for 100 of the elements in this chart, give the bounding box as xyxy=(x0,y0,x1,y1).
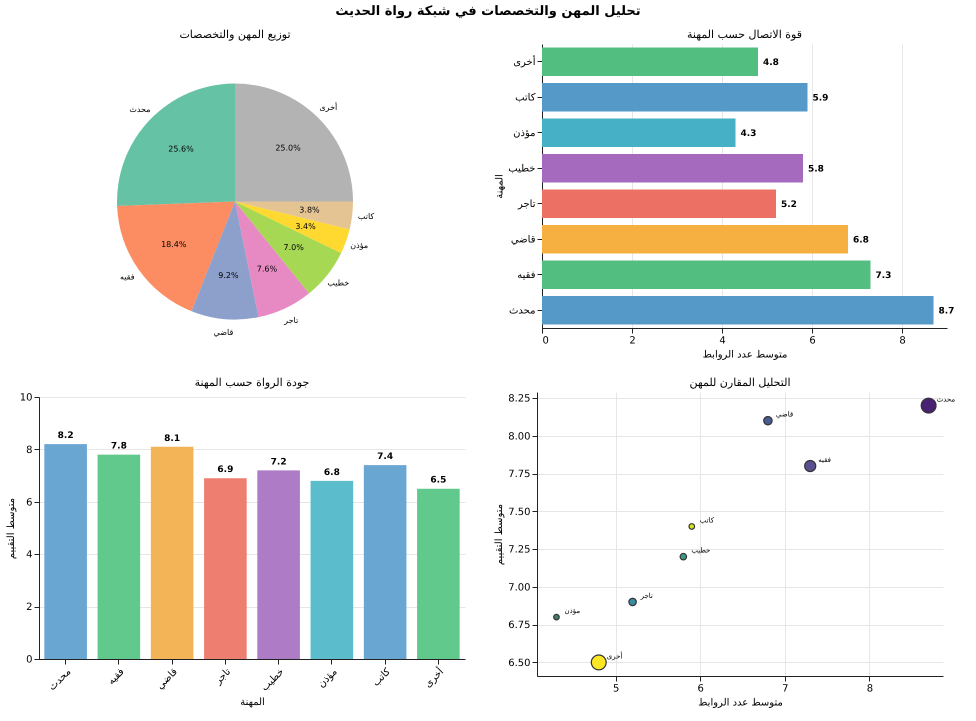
bar xyxy=(542,154,803,182)
y-tick-label: 7.75 xyxy=(508,469,530,480)
x-tick-label: 7 xyxy=(782,684,789,694)
data-label: 7.2 xyxy=(270,457,287,468)
x-tick-label: خطيب xyxy=(259,666,286,694)
x-axis-title: متوسط عدد الروابط xyxy=(698,698,783,708)
data-label: 6.8 xyxy=(853,235,869,246)
pie-slice xyxy=(235,202,353,230)
pie-slice xyxy=(192,202,259,320)
y-tick-label: 4 xyxy=(26,550,32,561)
x-tick-label: 4 xyxy=(719,336,726,346)
chart-title: توزيع المهن والتخصصات xyxy=(179,28,291,41)
y-tick-label: قاضي xyxy=(510,234,536,246)
y-tick-label: 8.25 xyxy=(508,394,530,405)
data-label: 18.4% xyxy=(161,240,187,249)
data-label: 8.1 xyxy=(164,434,180,444)
x-axis-title: المهنة xyxy=(240,696,265,708)
chart-title: قوة الاتصال حسب المهنة xyxy=(687,28,802,41)
bar xyxy=(542,118,736,147)
x-tick-label: 2 xyxy=(629,336,636,346)
y-tick-label: كاتب xyxy=(515,92,536,104)
x-tick-label: 8 xyxy=(866,684,874,694)
bar xyxy=(310,480,354,659)
data-label: 6.9 xyxy=(217,465,234,476)
slice-label: خطيب xyxy=(327,278,350,288)
data-label: 8.2 xyxy=(58,431,74,442)
data-label: 6.8 xyxy=(324,468,340,478)
slice-label: مؤذن xyxy=(350,241,368,250)
slice-label: قاضي xyxy=(214,328,234,337)
x-tick-label: مؤذن xyxy=(316,666,340,690)
bar xyxy=(150,446,194,659)
bar xyxy=(257,470,300,659)
x-tick-label: 6 xyxy=(809,336,816,346)
data-label: 7.8 xyxy=(110,442,127,452)
data-label: 7.6% xyxy=(256,264,278,274)
y-tick-label: 7.00 xyxy=(508,582,530,594)
y-axis-title: متوسط التقييم xyxy=(494,504,506,566)
data-label: 4.8 xyxy=(763,58,779,68)
y-tick-label: 6.75 xyxy=(508,620,530,632)
pie-slice xyxy=(235,202,350,254)
bar xyxy=(542,48,758,76)
slice-label: أخرى xyxy=(319,102,338,112)
slice-label: تاجر xyxy=(283,316,298,325)
x-tick-label: أخرى xyxy=(421,664,446,690)
y-tick-label: 6.50 xyxy=(508,658,530,669)
slice-label: كاتب xyxy=(358,212,374,222)
chart-title: التحليل المقارن للمهن xyxy=(690,376,790,389)
x-tick-label: فقيه xyxy=(106,666,127,688)
y-tick-label: مؤذن xyxy=(513,128,536,139)
x-axis-title: متوسط عدد الروابط xyxy=(702,350,788,360)
x-tick-label: قاضي xyxy=(154,666,180,692)
y-tick-label: أخرى xyxy=(513,54,536,68)
data-label: 7.4 xyxy=(377,452,394,462)
data-label: 9.2% xyxy=(218,271,239,280)
data-label: 7.0% xyxy=(284,243,304,252)
y-tick-label: 6 xyxy=(26,497,32,508)
bar xyxy=(542,296,934,324)
data-label: 5.9 xyxy=(812,93,828,104)
bar xyxy=(364,465,406,659)
y-axis-title: المهنة xyxy=(494,174,506,199)
data-label: 7.3 xyxy=(876,270,892,281)
data-label: 5.8 xyxy=(808,164,824,174)
bar xyxy=(542,83,808,112)
y-tick-label: محدث xyxy=(509,305,536,316)
y-tick-label: 10 xyxy=(20,392,32,404)
y-axis-title: متوسط التقييم xyxy=(6,498,17,560)
x-tick-label: كاتب xyxy=(370,666,394,689)
bar xyxy=(204,478,247,659)
x-tick-label: 8 xyxy=(899,336,906,346)
pie-slice xyxy=(117,84,235,206)
data-label: 4.3 xyxy=(740,128,756,139)
bar xyxy=(542,225,848,254)
slice-label: فقيه xyxy=(120,272,135,282)
bar xyxy=(98,454,140,659)
slice-label: محدث xyxy=(129,104,151,114)
y-tick-label: فقيه xyxy=(517,270,536,281)
y-tick-label: 2 xyxy=(26,602,32,614)
y-tick-label: 7.50 xyxy=(508,506,530,518)
x-tick-label: 0 xyxy=(542,336,549,346)
y-tick-label: خطيب xyxy=(508,163,536,174)
y-tick-label: 8 xyxy=(26,444,32,456)
bar xyxy=(542,190,776,218)
data-label: 8.7 xyxy=(938,306,954,316)
data-label: 3.8% xyxy=(299,205,320,214)
bar xyxy=(542,260,870,289)
chart-title: جودة الرواة حسب المهنة xyxy=(194,376,310,389)
y-tick-label: 0 xyxy=(26,654,32,666)
data-label: 25.6% xyxy=(168,144,194,154)
data-label: 3.4% xyxy=(295,222,316,231)
bar xyxy=(417,488,460,659)
data-label: 5.2 xyxy=(781,200,797,210)
bar xyxy=(44,444,87,659)
x-tick-label: تاجر xyxy=(212,666,234,688)
data-label: 25.0% xyxy=(275,143,302,152)
text: تحليل المهن والتخصصات في شبكة رواة الحديث xyxy=(334,3,642,21)
data-label: 6.5 xyxy=(430,476,446,486)
y-tick-label: تاجر xyxy=(516,198,536,210)
y-tick-label: 7.25 xyxy=(508,544,530,556)
pie-slice xyxy=(235,84,353,202)
x-tick-label: 5 xyxy=(612,684,620,694)
